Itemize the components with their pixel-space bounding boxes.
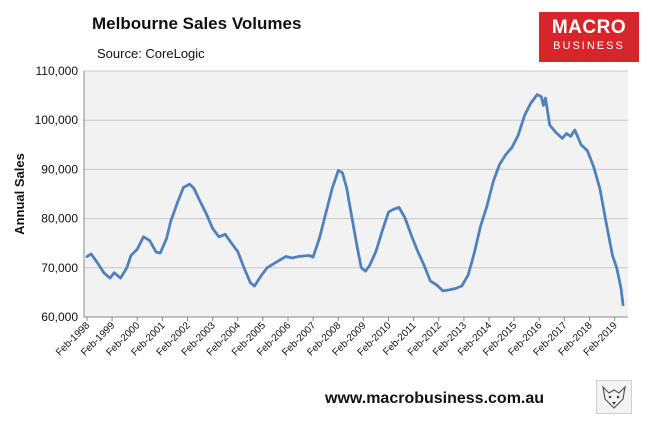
fox-logo-icon — [596, 380, 632, 414]
chart-title: Melbourne Sales Volumes — [92, 14, 302, 33]
macrobusiness-logo: MACRO BUSINESS — [539, 12, 639, 62]
y-tick-label: 110,000 — [36, 64, 79, 78]
y-tick-label: 90,000 — [41, 162, 78, 176]
website-url: www.macrobusiness.com.au — [325, 390, 545, 407]
y-tick-label: 80,000 — [41, 212, 78, 226]
y-tick-label: 70,000 — [41, 261, 78, 275]
chart-source: Source: CoreLogic — [97, 46, 205, 61]
logo-line-1: MACRO — [551, 17, 627, 38]
series-line — [85, 93, 625, 307]
y-axis-label: Annual Sales — [12, 153, 27, 235]
plot-area — [84, 71, 628, 317]
y-tick-label: 60,000 — [41, 310, 78, 324]
logo-line-2: BUSINESS — [553, 40, 625, 52]
y-tick-label: 100,000 — [35, 113, 79, 127]
